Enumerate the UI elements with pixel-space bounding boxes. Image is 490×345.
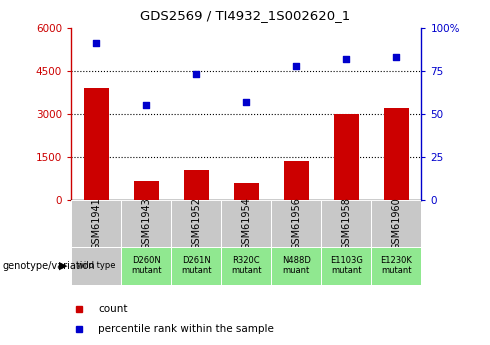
Bar [371,200,421,247]
Text: D260N
mutant: D260N mutant [131,256,161,275]
Bar [271,200,321,247]
Bar [134,181,159,200]
Point [92,40,100,46]
Text: GSM61954: GSM61954 [241,197,251,250]
Bar [184,170,209,200]
Bar [384,108,409,200]
Text: percentile rank within the sample: percentile rank within the sample [98,324,274,334]
Point [142,102,150,108]
Text: GSM61956: GSM61956 [291,197,301,250]
Text: GSM61958: GSM61958 [342,197,351,250]
Text: E1230K
mutant: E1230K mutant [380,256,412,275]
Bar [121,200,171,247]
Text: N488D
muant: N488D muant [282,256,311,275]
Bar [221,200,271,247]
Bar [171,247,221,285]
Bar [371,247,421,285]
Text: wild type: wild type [77,261,115,270]
Text: ▶: ▶ [59,261,68,270]
Point [192,71,200,77]
Point [343,56,350,61]
Bar [334,115,359,200]
Bar [284,161,309,200]
Bar [321,247,371,285]
Text: genotype/variation: genotype/variation [2,261,95,270]
Text: GSM61943: GSM61943 [141,197,151,250]
Text: R320C
mutant: R320C mutant [231,256,262,275]
Bar [71,200,121,247]
Text: GDS2569 / TI4932_1S002620_1: GDS2569 / TI4932_1S002620_1 [140,9,350,22]
Bar [271,247,321,285]
Bar [71,247,121,285]
Bar [171,200,221,247]
Text: D261N
mutant: D261N mutant [181,256,211,275]
Bar [234,184,259,200]
Text: GSM61941: GSM61941 [91,197,101,250]
Text: count: count [98,304,128,314]
Point [392,54,400,60]
Text: GSM61952: GSM61952 [191,197,201,250]
Text: E1103G
mutant: E1103G mutant [330,256,363,275]
Point [242,99,250,105]
Bar [321,200,371,247]
Text: GSM61960: GSM61960 [392,197,401,250]
Bar [221,247,271,285]
Point [293,63,300,68]
Bar [84,88,109,200]
Bar [121,247,171,285]
